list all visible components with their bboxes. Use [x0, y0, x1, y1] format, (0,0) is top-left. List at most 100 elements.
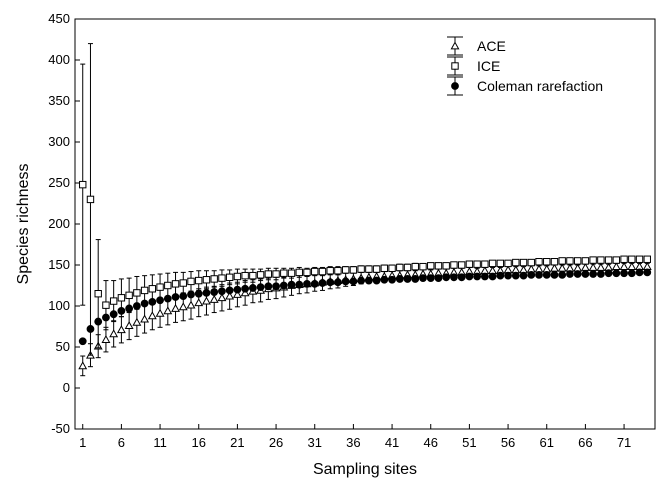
coleman-rarefaction-point: [241, 284, 250, 293]
coleman-rarefaction-point: [596, 270, 605, 278]
ice-point: [434, 262, 443, 270]
ice-point: [535, 258, 543, 266]
ice-point: [140, 286, 149, 295]
ice-point: [419, 262, 427, 271]
ice-point: [171, 280, 180, 288]
coleman-rarefaction-point: [403, 275, 412, 283]
x-tick-label: 46: [423, 435, 437, 450]
ace-point: [557, 263, 567, 272]
coleman-rarefaction-point: [148, 298, 157, 306]
ice-point: [295, 268, 303, 277]
ice-point: [233, 272, 242, 281]
coleman-rarefaction-point: [488, 272, 497, 281]
x-tick-label: 56: [501, 435, 515, 450]
ice-point: [210, 275, 218, 283]
coleman-rarefaction-point: [117, 307, 126, 315]
coleman-rarefaction-point: [326, 278, 335, 287]
ace-point: [580, 262, 590, 271]
x-tick-label: 16: [191, 435, 205, 450]
x-tick-label: 61: [539, 435, 553, 450]
coleman-rarefaction-point: [388, 275, 396, 284]
ice-point: [326, 267, 334, 275]
x-tick-label: 26: [269, 435, 283, 450]
ice-point: [403, 263, 412, 272]
coleman-rarefaction-point: [364, 276, 373, 285]
y-tick-label: 200: [48, 216, 70, 231]
coleman-rarefaction-point: [643, 268, 652, 277]
coleman-rarefaction-point: [295, 280, 304, 289]
y-tick-label: -50: [51, 421, 70, 436]
coleman-rarefaction-point: [349, 277, 358, 286]
ice-point: [241, 271, 249, 280]
ice-point: [256, 271, 265, 279]
coleman-rarefaction-point: [434, 274, 443, 283]
legend-marker-ice: [451, 62, 459, 70]
coleman-rarefaction-point: [78, 337, 87, 346]
ice-point: [357, 265, 365, 273]
ice-point: [543, 258, 551, 266]
series-ace: [78, 262, 652, 377]
legend-marker-ace: [450, 41, 460, 50]
coleman-rarefaction-point: [465, 272, 474, 281]
ice-point: [597, 256, 605, 264]
coleman-rarefaction-point: [480, 272, 489, 281]
ice-point: [620, 255, 628, 263]
ice-point: [380, 264, 389, 272]
coleman-rarefaction-point: [542, 270, 551, 279]
ice-point: [94, 290, 102, 298]
series-coleman-rarefaction: [78, 268, 652, 346]
coleman-rarefaction-point: [589, 270, 598, 278]
ice-point: [566, 257, 574, 265]
ice-point: [519, 258, 528, 267]
ice-point: [117, 294, 126, 302]
ice-point: [164, 281, 172, 290]
ace-point: [78, 361, 88, 370]
ice-point: [365, 265, 373, 273]
ice-point: [581, 257, 590, 265]
coleman-rarefaction-point: [457, 273, 466, 282]
coleman-rarefaction-point: [558, 270, 567, 279]
ice-point: [272, 270, 280, 278]
ice-point: [558, 257, 566, 265]
coleman-rarefaction-point: [94, 317, 103, 326]
ace-point: [101, 334, 111, 343]
ice-point: [79, 180, 87, 189]
coleman-rarefaction-point: [225, 286, 234, 295]
coleman-rarefaction-point: [612, 269, 621, 278]
ace-point: [171, 303, 180, 312]
coleman-rarefaction-point: [264, 282, 273, 291]
coleman-rarefaction-point: [527, 270, 536, 279]
coleman-rarefaction-point: [202, 288, 211, 297]
coleman-rarefaction-point: [341, 277, 350, 286]
coleman-rarefaction-point: [132, 302, 141, 310]
ice-point: [504, 259, 512, 268]
y-tick-label: 100: [48, 298, 70, 313]
ace-point: [232, 289, 242, 298]
ice-point: [628, 255, 636, 263]
x-tick-label: 21: [230, 435, 244, 450]
ice-point: [218, 274, 226, 282]
coleman-rarefaction-point: [248, 284, 257, 292]
legend-item-ice: ICE: [447, 56, 500, 76]
ice-point: [148, 285, 157, 293]
ace-point: [225, 291, 235, 300]
coleman-rarefaction-point: [303, 279, 311, 288]
coleman-rarefaction-point: [635, 268, 644, 277]
coleman-rarefaction-point: [179, 292, 188, 301]
ice-point: [133, 289, 141, 297]
ice-point: [396, 263, 404, 272]
ace-point: [627, 262, 637, 271]
x-tick-label: 11: [153, 435, 167, 450]
coleman-rarefaction-point: [233, 285, 242, 294]
coleman-rarefaction-point: [604, 269, 613, 278]
ace-point: [550, 263, 559, 272]
ice-point: [187, 277, 195, 286]
coleman-rarefaction-point: [140, 299, 149, 308]
y-tick-label: 300: [48, 134, 70, 149]
coleman-rarefaction-point: [627, 269, 636, 278]
coleman-rarefaction-point: [194, 289, 203, 298]
ace-point: [202, 296, 211, 305]
ice-point: [635, 255, 644, 263]
